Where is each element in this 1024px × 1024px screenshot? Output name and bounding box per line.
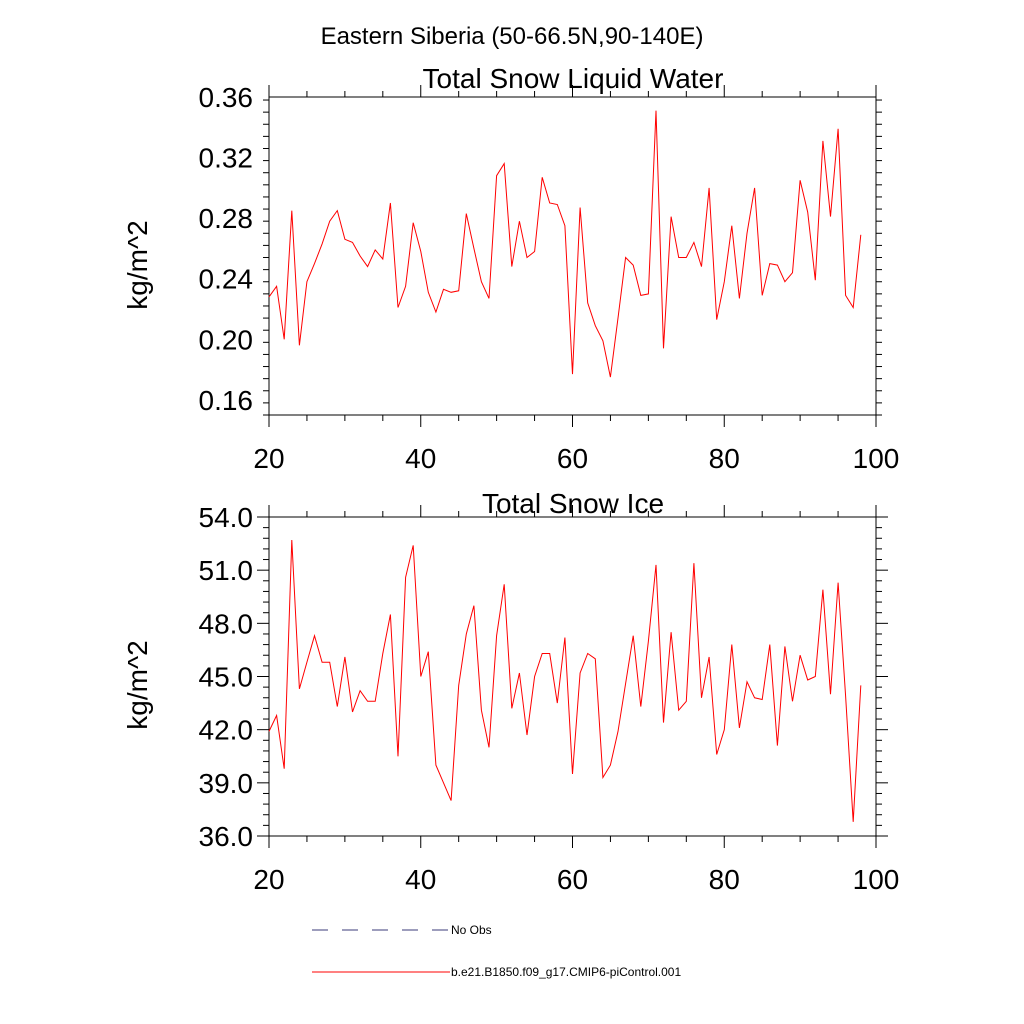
series-line-model (268, 539, 862, 822)
plot-frame (268, 516, 877, 837)
x-tick-label: 80 (709, 864, 740, 895)
y-tick-label: 42.0 (199, 715, 254, 746)
y-tick-label: 54.0 (199, 502, 254, 533)
y-tick-label: 36.0 (199, 821, 254, 852)
x-tick-label: 60 (557, 864, 588, 895)
chart-panel-snow-ice: Total Snow Ice kg/m^2 20 40 60 80 10036.039.… (122, 488, 899, 895)
y-tick-label: 51.0 (199, 555, 254, 586)
x-tick-label: 40 (405, 864, 436, 895)
y-tick-label: 0.28 (199, 203, 254, 234)
y-tick-label: 0.20 (199, 324, 254, 355)
figure-title: Eastern Siberia (50-66.5N,90-140E) (321, 23, 704, 50)
legend-label-no-obs: No Obs (451, 923, 492, 937)
x-tick-label: 20 (253, 864, 284, 895)
y-tick-label: 45.0 (199, 662, 254, 693)
y-tick-label: 0.24 (199, 264, 254, 295)
x-tick-label: 60 (557, 443, 588, 474)
y-tick-label: 0.16 (199, 385, 254, 416)
y-axis-label: kg/m^2 (122, 220, 153, 309)
series-line-model (268, 110, 862, 378)
y-tick-label: 39.0 (199, 768, 254, 799)
y-tick-label: 0.36 (199, 82, 254, 113)
x-tick-label: 20 (253, 443, 284, 474)
legend-label-model: b.e21.B1850.f09_g17.CMIP6-piControl.001 (451, 965, 681, 979)
legend: No Obs b.e21.B1850.f09_g17.CMIP6-piContr… (312, 923, 681, 979)
x-tick-label: 40 (405, 443, 436, 474)
chart-panel-snow-liquid-water: Total Snow Liquid Water kg/m^2 20 40 60 80 1… (122, 63, 899, 474)
x-tick-label: 80 (709, 443, 740, 474)
x-tick-label: 100 (853, 443, 900, 474)
y-axis-label: kg/m^2 (122, 640, 153, 729)
y-tick-label: 48.0 (199, 608, 254, 639)
y-tick-label: 0.32 (199, 143, 254, 174)
x-tick-label: 100 (853, 864, 900, 895)
